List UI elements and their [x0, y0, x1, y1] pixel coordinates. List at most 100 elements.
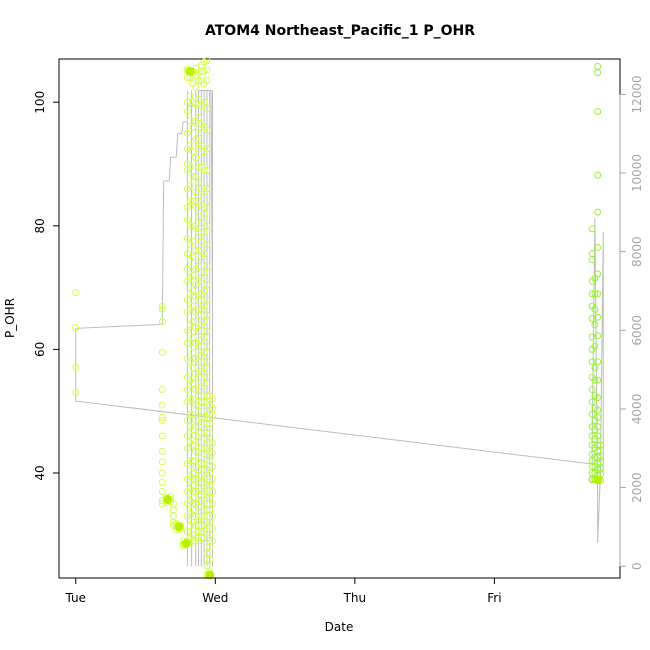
data-point [158, 386, 166, 394]
data-point [591, 376, 599, 384]
data-point [206, 506, 214, 514]
data-point [203, 145, 211, 153]
data-point [72, 389, 80, 397]
data-point [203, 56, 211, 64]
data-point [588, 386, 596, 394]
data-point [594, 270, 602, 278]
data-point [186, 457, 194, 465]
data-point-cluster [181, 538, 191, 548]
right-tick-label: 4000 [630, 394, 644, 425]
data-point [183, 108, 191, 116]
data-point [209, 404, 217, 412]
data-point [200, 398, 208, 406]
data-point [189, 506, 197, 514]
data-point [189, 395, 197, 403]
data-point [206, 494, 214, 502]
data-point [192, 83, 200, 91]
secondary-series [75, 89, 604, 567]
data-point [203, 185, 211, 193]
data-point [203, 166, 211, 174]
data-point [195, 179, 203, 187]
data-point [197, 413, 205, 421]
data-point [189, 318, 197, 326]
data-point [189, 379, 197, 387]
data-point [203, 104, 211, 112]
data-point [192, 401, 200, 409]
data-point [203, 327, 211, 335]
data-point [209, 395, 217, 403]
data-point-cluster [205, 570, 215, 580]
data-point [596, 452, 604, 460]
data-point [186, 395, 194, 403]
right-tick-label: 6000 [630, 315, 644, 346]
data-point [209, 488, 217, 495]
data-point [189, 123, 197, 131]
x-tick-label: Tue [64, 591, 86, 605]
data-point [203, 373, 211, 381]
data-point [158, 302, 166, 310]
data-point [189, 410, 197, 418]
data-point [189, 172, 197, 180]
data-point [197, 512, 205, 520]
data-point [588, 333, 596, 341]
data-point [195, 247, 203, 255]
data-point [72, 363, 80, 371]
data-point [195, 438, 203, 446]
data-point [203, 240, 211, 248]
data-point [195, 296, 203, 304]
data-point [200, 268, 208, 276]
y-tick-label: 100 [33, 91, 47, 114]
data-point [192, 172, 200, 180]
data-point [197, 219, 205, 227]
data-point [588, 225, 596, 233]
data-point [183, 386, 191, 394]
data-point [195, 213, 203, 221]
data-point [203, 506, 211, 514]
data-point [200, 512, 208, 520]
data-point [197, 460, 205, 468]
data-point [203, 392, 211, 400]
data-point [195, 77, 203, 85]
data-point [200, 302, 208, 310]
data-point [195, 129, 203, 137]
x-axis-label: Date [325, 620, 354, 634]
data-point [158, 401, 166, 409]
data-point [197, 237, 205, 245]
data-point [594, 208, 602, 216]
data-point [591, 342, 599, 350]
data-point-cluster [185, 66, 195, 76]
data-point [203, 77, 211, 85]
data-point [189, 426, 197, 434]
data-point [158, 305, 166, 313]
data-point [209, 475, 217, 483]
data-point [206, 469, 214, 477]
data-point [158, 432, 166, 440]
data-point [197, 444, 205, 452]
data-point [186, 142, 194, 149]
data-point [591, 305, 599, 313]
data-point [183, 339, 191, 347]
data-point [209, 500, 217, 508]
data-point [189, 494, 197, 502]
data-point-cluster [593, 475, 603, 485]
data-point [197, 200, 205, 208]
data-point [206, 429, 214, 437]
data-point [209, 412, 217, 420]
data-point [195, 114, 203, 122]
data-point [209, 463, 217, 471]
right-axis: 0 2000 4000 6000 8000 10000 12000 [619, 75, 644, 570]
data-point [183, 216, 191, 224]
data-point [189, 364, 197, 372]
x-axis: Tue Wed Thu Fri [64, 577, 502, 605]
data-point [72, 289, 80, 297]
data-point [192, 447, 200, 455]
data-point [206, 518, 214, 526]
data-point [206, 531, 214, 539]
data-point [200, 166, 208, 174]
data-point [200, 379, 208, 387]
data-point [195, 327, 203, 335]
x-tick-label: Fri [487, 591, 501, 605]
data-point [158, 413, 166, 421]
data-point [186, 182, 194, 190]
